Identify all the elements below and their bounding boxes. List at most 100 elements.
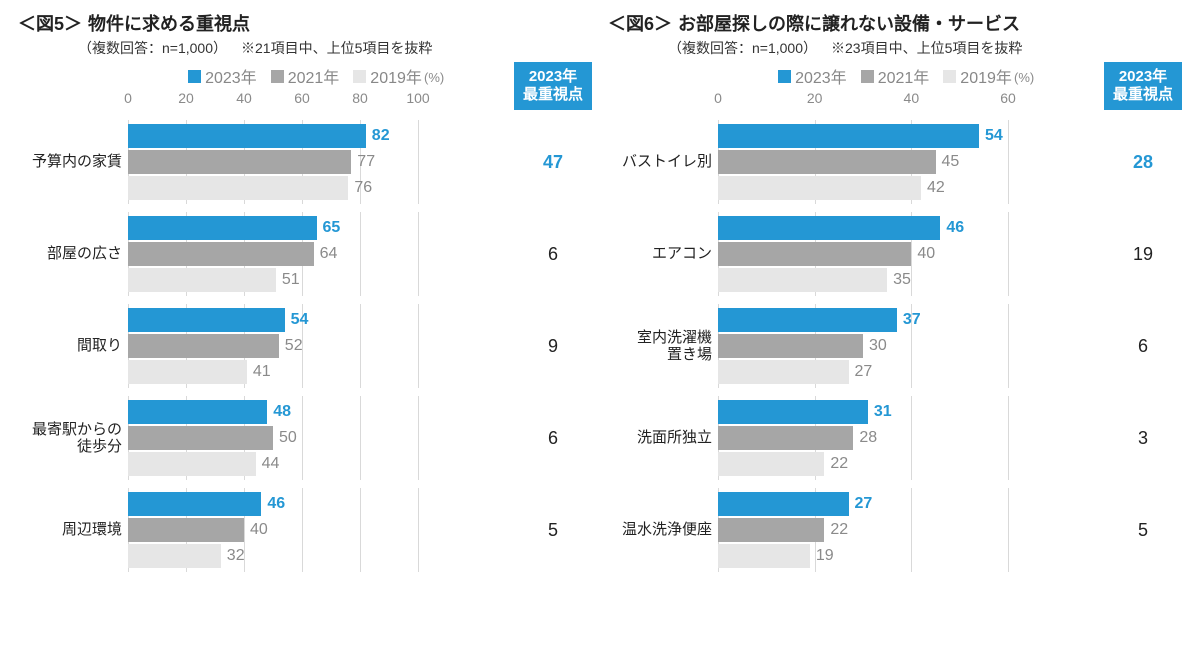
category-label: 最寄駅からの 徒歩分 — [18, 421, 128, 456]
x-tick: 80 — [352, 90, 368, 106]
bar-v2019: 19 — [718, 544, 810, 568]
bar-v2019: 42 — [718, 176, 921, 200]
unit-label: (%) — [1014, 70, 1034, 85]
bar-value: 40 — [250, 521, 268, 539]
category-row: 温水洗浄便座2722195 — [608, 484, 1182, 576]
bar-value: 44 — [262, 455, 280, 473]
bar-group: 464032 — [128, 488, 418, 572]
bar-group: 545241 — [128, 304, 418, 388]
bar-area: 373027 — [718, 304, 1008, 388]
bar-v2019: 27 — [718, 360, 849, 384]
bar-v2023: 46 — [718, 216, 940, 240]
bar-area: 545241 — [128, 304, 418, 388]
category-label: バストイレ別 — [608, 153, 718, 170]
category-label: 洗面所独立 — [608, 429, 718, 446]
focus-value: 3 — [1104, 428, 1182, 449]
category-row: 間取り5452419 — [18, 300, 592, 392]
bar-value: 32 — [227, 547, 245, 565]
bar-value: 54 — [291, 311, 309, 329]
chart-rows: 予算内の家賃82777647部屋の広さ6564516間取り5452419最寄駅か… — [18, 116, 592, 576]
legend: 2023年2021年2019年 — [608, 64, 1182, 88]
bar-area: 827776 — [128, 120, 418, 204]
bar-v2019: 41 — [128, 360, 247, 384]
bar-v2019: 22 — [718, 452, 824, 476]
x-tick: 60 — [294, 90, 310, 106]
category-row: 最寄駅からの 徒歩分4850446 — [18, 392, 592, 484]
chart-title-row: ＜図5＞物件に求める重視点 — [18, 10, 592, 36]
bar-value: 54 — [985, 127, 1003, 145]
focus-badge: 2023年最重視点 — [514, 62, 592, 110]
x-tick: 0 — [124, 90, 132, 106]
figure-title: お部屋探しの際に譲れない設備・サービス — [678, 10, 1020, 36]
axis-header: 0204060(%)2023年最重視点 — [608, 90, 1182, 116]
focus-value: 19 — [1104, 244, 1182, 265]
bar-v2021: 52 — [128, 334, 279, 358]
bar-v2021: 64 — [128, 242, 314, 266]
figure-title: 物件に求める重視点 — [88, 10, 250, 36]
bar-v2023: 65 — [128, 216, 317, 240]
category-row: 室内洗濯機 置き場3730276 — [608, 300, 1182, 392]
legend-item: 2023年 — [778, 64, 847, 88]
figure-label: ＜図6＞ — [608, 10, 672, 36]
bar-v2023: 48 — [128, 400, 267, 424]
bar-v2019: 44 — [128, 452, 256, 476]
bar-v2021: 40 — [128, 518, 244, 542]
bar-value: 22 — [830, 455, 848, 473]
focus-value: 9 — [514, 336, 592, 357]
bar-group: 373027 — [718, 304, 1008, 388]
bar-v2023: 54 — [718, 124, 979, 148]
bar-value: 41 — [253, 363, 271, 381]
x-tick: 20 — [807, 90, 823, 106]
legend-label: 2019年 — [960, 64, 1012, 88]
bar-value: 19 — [816, 547, 834, 565]
bar-area: 464032 — [128, 488, 418, 572]
x-tick: 40 — [236, 90, 252, 106]
bar-group: 827776 — [128, 120, 418, 204]
note: ※21項目中、上位5項目を抜粋 — [241, 38, 432, 58]
legend-item: 2023年 — [188, 64, 257, 88]
bar-area: 46 40 35 — [718, 212, 1008, 296]
bar-value: 82 — [372, 127, 390, 145]
x-tick: 60 — [1000, 90, 1016, 106]
bar-area: 485044 — [128, 396, 418, 480]
bar-v2019: 76 — [128, 176, 348, 200]
bar-value: 76 — [354, 179, 372, 197]
gridline — [1008, 120, 1009, 204]
bar-value: 42 — [927, 179, 945, 197]
gridline — [418, 120, 419, 204]
note: ※23項目中、上位5項目を抜粋 — [831, 38, 1022, 58]
bar-value: 48 — [273, 403, 291, 421]
x-tick: 40 — [904, 90, 920, 106]
x-axis: 020406080100(%) — [128, 90, 418, 116]
bar-v2023: 82 — [128, 124, 366, 148]
badge-line2: 最重視点 — [518, 86, 588, 104]
bar-value: 27 — [855, 495, 873, 513]
focus-value: 5 — [514, 520, 592, 541]
figure-label: ＜図5＞ — [18, 10, 82, 36]
bar-value: 35 — [893, 271, 911, 289]
axis-header: 020406080100(%)2023年最重視点 — [18, 90, 592, 116]
bar-v2021: 22 — [718, 518, 824, 542]
bar-v2023: 54 — [128, 308, 285, 332]
legend: 2023年2021年2019年 — [18, 64, 592, 88]
bar-area: 656451 — [128, 212, 418, 296]
gridline — [418, 488, 419, 572]
category-row: 部屋の広さ6564516 — [18, 208, 592, 300]
bar-v2021: 50 — [128, 426, 273, 450]
legend-swatch — [271, 70, 284, 83]
bar-value: 30 — [869, 337, 887, 355]
bar-v2023: 46 — [128, 492, 261, 516]
bar-v2019: 32 — [128, 544, 221, 568]
bar-value: 40 — [917, 245, 935, 263]
category-row: 洗面所独立3128223 — [608, 392, 1182, 484]
focus-value: 28 — [1104, 152, 1182, 173]
focus-value: 47 — [514, 152, 592, 173]
focus-value: 6 — [1104, 336, 1182, 357]
bar-v2021: 77 — [128, 150, 351, 174]
gridline — [1008, 212, 1009, 296]
chart-fig5: ＜図5＞物件に求める重視点（複数回答：n=1,000）※21項目中、上位5項目を… — [10, 10, 600, 635]
category-label: 室内洗濯機 置き場 — [608, 329, 718, 364]
bar-value: 65 — [323, 219, 341, 237]
category-label: 部屋の広さ — [18, 245, 128, 262]
bar-value: 28 — [859, 429, 877, 447]
